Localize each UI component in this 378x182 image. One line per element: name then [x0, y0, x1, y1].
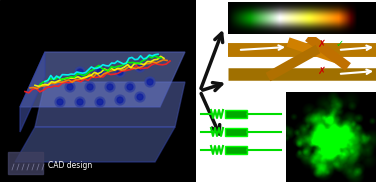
- Circle shape: [57, 99, 63, 105]
- Circle shape: [135, 62, 145, 72]
- Polygon shape: [20, 52, 185, 107]
- Circle shape: [137, 64, 143, 70]
- Text: ✗: ✗: [318, 66, 326, 76]
- Circle shape: [87, 84, 93, 90]
- Circle shape: [55, 97, 65, 107]
- Text: ✓: ✓: [336, 39, 344, 49]
- Circle shape: [137, 94, 143, 100]
- Polygon shape: [35, 82, 185, 127]
- Text: ✗: ✗: [318, 39, 326, 49]
- Circle shape: [105, 82, 115, 92]
- Bar: [225, 128, 247, 136]
- Circle shape: [115, 67, 125, 77]
- Circle shape: [77, 69, 83, 75]
- Circle shape: [127, 84, 133, 90]
- Bar: [8, 152, 43, 174]
- Circle shape: [65, 82, 75, 92]
- Circle shape: [67, 84, 73, 90]
- Circle shape: [147, 79, 153, 85]
- Circle shape: [95, 67, 105, 77]
- Circle shape: [97, 69, 103, 75]
- Bar: [225, 146, 247, 154]
- Bar: [225, 110, 247, 118]
- Circle shape: [117, 97, 123, 103]
- Circle shape: [115, 95, 125, 105]
- Circle shape: [75, 97, 85, 107]
- Circle shape: [75, 67, 85, 77]
- Circle shape: [125, 82, 135, 92]
- Polygon shape: [15, 127, 175, 162]
- Circle shape: [77, 99, 83, 105]
- Circle shape: [85, 82, 95, 92]
- Circle shape: [97, 99, 103, 105]
- Circle shape: [135, 92, 145, 102]
- Circle shape: [145, 77, 155, 87]
- Circle shape: [107, 84, 113, 90]
- Circle shape: [95, 97, 105, 107]
- Text: CAD design: CAD design: [48, 161, 92, 171]
- Polygon shape: [20, 52, 45, 132]
- Circle shape: [117, 69, 123, 75]
